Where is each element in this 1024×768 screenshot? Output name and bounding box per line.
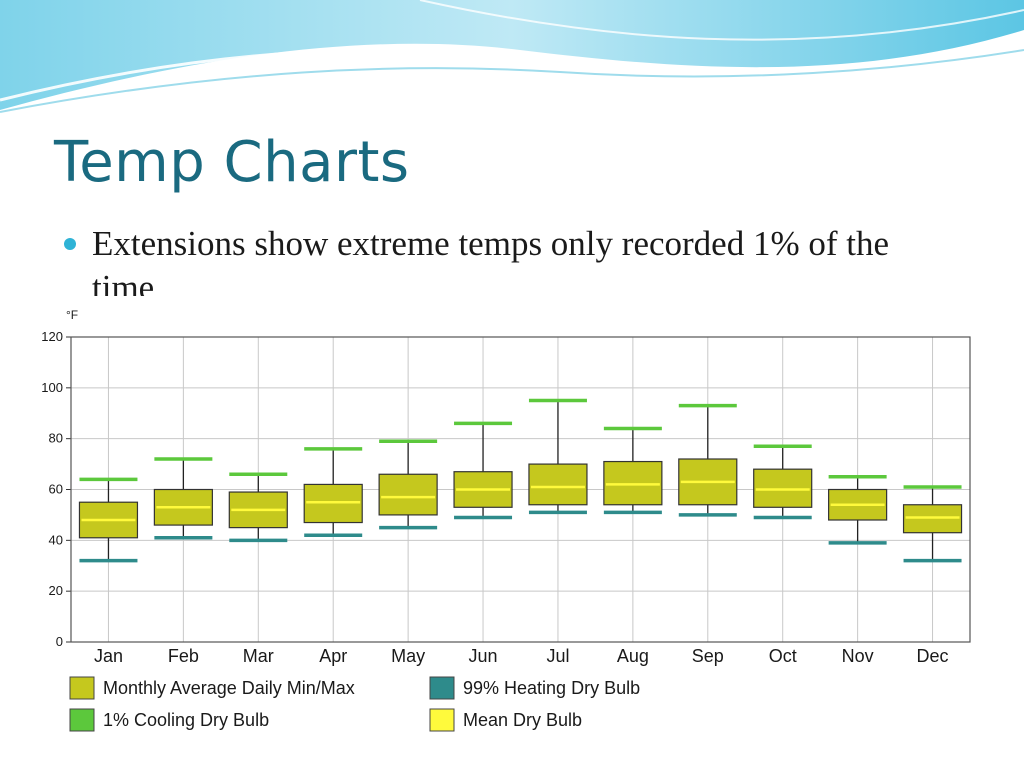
bullet-dot-icon — [64, 238, 76, 250]
legend-label: Monthly Average Daily Min/Max — [103, 678, 355, 698]
chart-panel: 0 20 40 60 80 100 120 °F Jan Feb Mar Apr May Jun Jul Au… — [24, 296, 990, 750]
y-unit-label: °F — [66, 308, 78, 322]
y-tick-label: 40 — [49, 532, 63, 547]
legend-label: Mean Dry Bulb — [463, 710, 582, 730]
legend-swatch — [69, 676, 95, 700]
x-tick-label: Oct — [769, 646, 797, 666]
box-min-max — [603, 460, 663, 506]
bullet-text: Extensions show extreme temps only recor… — [92, 224, 890, 307]
box-min-max — [902, 504, 963, 534]
box-min-max — [303, 483, 363, 524]
header-wave-decoration — [0, 0, 1024, 113]
x-tick-label: Sep — [692, 646, 724, 666]
y-tick-label: 20 — [49, 583, 63, 598]
box-min-max — [753, 468, 813, 508]
y-tick-label: 60 — [49, 482, 63, 497]
legend-swatch — [429, 676, 455, 700]
x-tick-label: Aug — [617, 646, 649, 666]
x-tick-label: Apr — [319, 646, 347, 666]
y-tick-label: 80 — [49, 431, 63, 446]
x-tick-label: May — [391, 646, 425, 666]
x-tick-label: Feb — [168, 646, 199, 666]
x-tick-label: Jun — [469, 646, 498, 666]
y-tick-label: 100 — [41, 380, 63, 395]
plot-frame — [70, 336, 971, 643]
x-tick-label: Nov — [842, 646, 874, 666]
legend-label: 1% Cooling Dry Bulb — [103, 710, 269, 730]
y-tick-label: 0 — [56, 634, 63, 649]
box-min-max — [378, 473, 438, 516]
slide-title: Temp Charts — [54, 130, 410, 195]
x-tick-label: Mar — [243, 646, 274, 666]
x-tick-label: Jul — [546, 646, 569, 666]
legend-swatch — [429, 708, 455, 732]
legend-swatch — [69, 708, 95, 732]
x-tick-label: Jan — [94, 646, 123, 666]
legend-label: 99% Heating Dry Bulb — [463, 678, 640, 698]
x-tick-label: Dec — [917, 646, 949, 666]
temperature-box-chart: 0 20 40 60 80 100 120°F Jan Feb Mar Apr May Jun Jul Au… — [41, 308, 971, 732]
y-tick-label: 120 — [41, 329, 63, 344]
box-min-max — [528, 463, 588, 506]
